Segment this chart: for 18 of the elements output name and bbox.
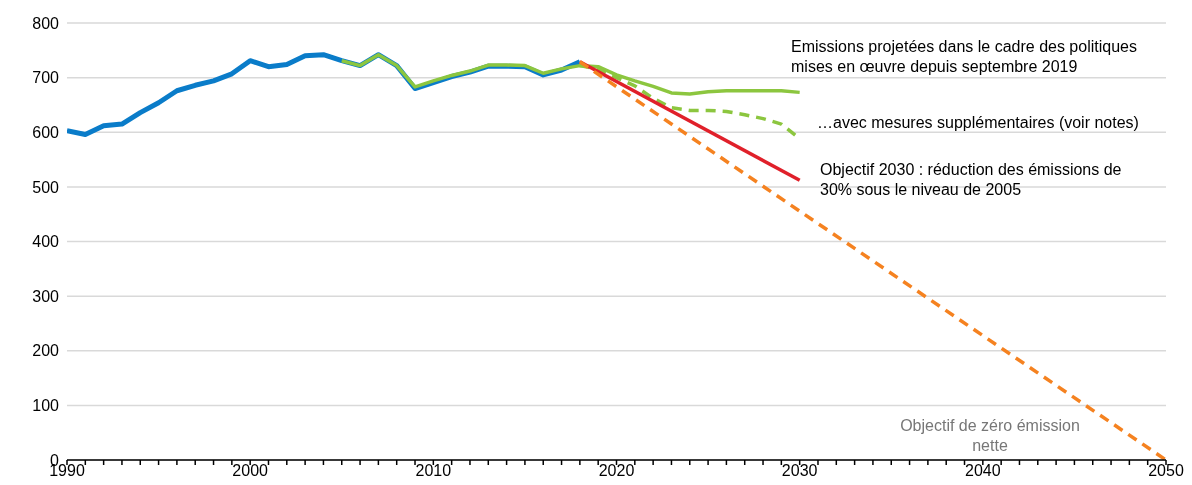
y-tick-label: 400 bbox=[32, 233, 60, 251]
y-tick-label: 100 bbox=[32, 397, 60, 415]
y-tick-label: 300 bbox=[32, 287, 60, 305]
annotation: Objectif 2030 : réduction des émissions de 30% sous le niveau de 2005 bbox=[820, 160, 1123, 200]
y-tick-label: 700 bbox=[32, 69, 60, 87]
annotation: …avec mesures supplémentaires (voir notes) bbox=[817, 113, 1140, 133]
y-tick-label: 800 bbox=[32, 14, 60, 32]
annotation: Emissions projetées dans le cadre des politiques mises en œuvre depuis septembre 2019 bbox=[791, 37, 1138, 77]
annotation: Objectif de zéro émission nette bbox=[899, 416, 1081, 456]
y-tick-label: 600 bbox=[32, 123, 60, 141]
x-tick-label: 2050 bbox=[1148, 462, 1184, 480]
x-tick-label: 2030 bbox=[781, 462, 818, 480]
y-tick-label: 500 bbox=[32, 178, 60, 196]
y-tick-label: 200 bbox=[32, 342, 60, 360]
x-tick-label: 2010 bbox=[415, 462, 452, 480]
x-tick-label: 2020 bbox=[598, 462, 635, 480]
x-tick-label: 2000 bbox=[232, 462, 269, 480]
x-tick-label: 2040 bbox=[965, 462, 1001, 480]
